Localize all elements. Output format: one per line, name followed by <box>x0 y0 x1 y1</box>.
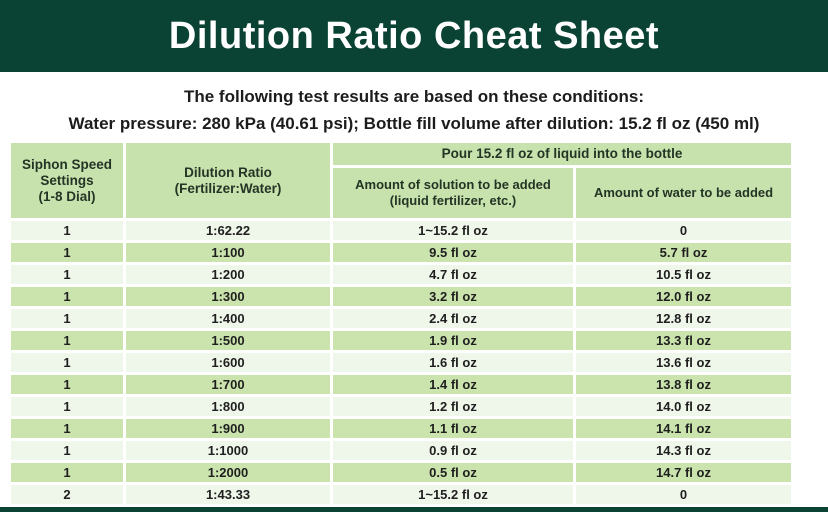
table-row: 1 1:300 3.2 fl oz 12.0 fl oz <box>11 287 791 306</box>
table-cell: 1 <box>11 441 123 460</box>
conditions-line-1: The following test results are based on … <box>183 87 644 106</box>
table-cell: 13.3 fl oz <box>576 331 791 350</box>
table-cell: 1 <box>11 375 123 394</box>
header-solution-amount: Amount of solution to be added (liquid f… <box>333 168 573 218</box>
table-cell: 1 <box>11 331 123 350</box>
table-body: 1 1:62.22 1~15.2 fl oz 0 1 1:100 9.5 fl oz 5.7 … <box>11 221 791 504</box>
table-cell: 1:900 <box>126 419 330 438</box>
table-cell: 1.6 fl oz <box>333 353 573 372</box>
table-cell: 12.0 fl oz <box>576 287 791 306</box>
conditions-line-2: Water pressure: 280 kPa (40.61 psi); Bot… <box>68 114 760 133</box>
table-cell: 0 <box>576 485 791 504</box>
banner: Dilution Ratio Cheat Sheet <box>0 0 828 72</box>
table-row: 1 1:600 1.6 fl oz 13.6 fl oz <box>11 353 791 372</box>
table-cell: 1 <box>11 419 123 438</box>
table-cell: 14.0 fl oz <box>576 397 791 416</box>
table-cell: 0 <box>576 221 791 240</box>
table-cell: 2.4 fl oz <box>333 309 573 328</box>
table-cell: 1:1000 <box>126 441 330 460</box>
table-cell: 13.8 fl oz <box>576 375 791 394</box>
table-cell: 14.3 fl oz <box>576 441 791 460</box>
table-cell: 1 <box>11 463 123 482</box>
dilution-table: Siphon Speed Settings (1-8 Dial) Dilutio… <box>8 140 794 507</box>
table-cell: 0.5 fl oz <box>333 463 573 482</box>
table-cell: 9.5 fl oz <box>333 243 573 262</box>
table-cell: 1:600 <box>126 353 330 372</box>
table-row: 1 1:200 4.7 fl oz 10.5 fl oz <box>11 265 791 284</box>
table-cell: 1.2 fl oz <box>333 397 573 416</box>
table-cell: 1:62.22 <box>126 221 330 240</box>
header-siphon-speed: Siphon Speed Settings (1-8 Dial) <box>11 143 123 218</box>
table-cell: 1:300 <box>126 287 330 306</box>
header-water-amount: Amount of water to be added <box>576 168 791 218</box>
table-row: 1 1:2000 0.5 fl oz 14.7 fl oz <box>11 463 791 482</box>
header-sub-row: Amount of solution to be added (liquid f… <box>11 168 791 218</box>
table-cell: 12.8 fl oz <box>576 309 791 328</box>
table-cell: 1.4 fl oz <box>333 375 573 394</box>
table-cell: 1~15.2 fl oz <box>333 221 573 240</box>
table-cell: 14.1 fl oz <box>576 419 791 438</box>
table-row: 1 1:900 1.1 fl oz 14.1 fl oz <box>11 419 791 438</box>
table-cell: 1 <box>11 397 123 416</box>
bottom-accent-bar <box>0 507 828 512</box>
table-cell: 1~15.2 fl oz <box>333 485 573 504</box>
table-cell: 1:700 <box>126 375 330 394</box>
table-cell: 1 <box>11 243 123 262</box>
table-cell: 1 <box>11 287 123 306</box>
table-row: 2 1:43.33 1~15.2 fl oz 0 <box>11 485 791 504</box>
table-row: 1 1:1000 0.9 fl oz 14.3 fl oz <box>11 441 791 460</box>
table-row: 1 1:62.22 1~15.2 fl oz 0 <box>11 221 791 240</box>
table-cell: 1:400 <box>126 309 330 328</box>
table-row: 1 1:500 1.9 fl oz 13.3 fl oz <box>11 331 791 350</box>
table-cell: 13.6 fl oz <box>576 353 791 372</box>
conditions-block: The following test results are based on … <box>0 72 828 140</box>
table-cell: 4.7 fl oz <box>333 265 573 284</box>
table-cell: 1:800 <box>126 397 330 416</box>
table-cell: 14.7 fl oz <box>576 463 791 482</box>
table-cell: 5.7 fl oz <box>576 243 791 262</box>
table-cell: 1 <box>11 353 123 372</box>
table-cell: 1 <box>11 265 123 284</box>
table-cell: 1 <box>11 309 123 328</box>
table-row: 1 1:400 2.4 fl oz 12.8 fl oz <box>11 309 791 328</box>
table-cell: 10.5 fl oz <box>576 265 791 284</box>
table-cell: 1:100 <box>126 243 330 262</box>
table-row: 1 1:800 1.2 fl oz 14.0 fl oz <box>11 397 791 416</box>
table-cell: 2 <box>11 485 123 504</box>
table-cell: 1 <box>11 221 123 240</box>
table-row: 1 1:700 1.4 fl oz 13.8 fl oz <box>11 375 791 394</box>
table-cell: 1:200 <box>126 265 330 284</box>
table-cell: 1.9 fl oz <box>333 331 573 350</box>
table-cell: 1.1 fl oz <box>333 419 573 438</box>
header-dilution-ratio: Dilution Ratio (Fertilizer:Water) <box>126 143 330 218</box>
table-cell: 3.2 fl oz <box>333 287 573 306</box>
table-cell: 1:500 <box>126 331 330 350</box>
table-cell: 1:2000 <box>126 463 330 482</box>
table-cell: 1:43.33 <box>126 485 330 504</box>
page-title: Dilution Ratio Cheat Sheet <box>168 15 660 57</box>
header-group-row: Siphon Speed Settings (1-8 Dial) Dilutio… <box>11 143 791 218</box>
table-cell: 0.9 fl oz <box>333 441 573 460</box>
table-row: 1 1:100 9.5 fl oz 5.7 fl oz <box>11 243 791 262</box>
header-pour-group: Pour 15.2 fl oz of liquid into the bottl… <box>333 143 791 165</box>
